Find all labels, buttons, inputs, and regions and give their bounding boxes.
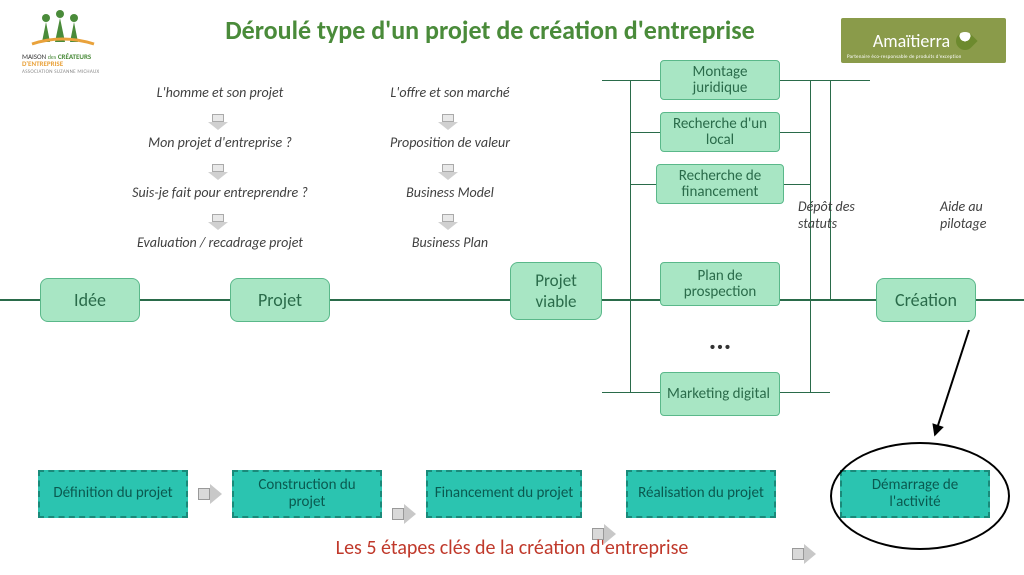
connector <box>780 80 830 81</box>
col2-step-1: Proposition de valeur <box>360 134 540 151</box>
connector <box>780 184 810 185</box>
down-arrow-icon <box>442 164 458 180</box>
stage-creation: Création <box>876 278 976 322</box>
connector <box>830 80 870 81</box>
page-title: Déroulé type d'un projet de création d'e… <box>150 14 830 46</box>
down-arrow-icon <box>212 164 228 180</box>
connector <box>602 80 660 81</box>
connector-v <box>810 80 811 392</box>
parallel-ellipsis: ... <box>660 322 780 357</box>
connector <box>630 132 660 133</box>
col2-step-0: L'offre et son marché <box>360 84 540 101</box>
parallel-marketing: Marketing digital <box>660 372 780 416</box>
down-arrow-icon <box>442 214 458 230</box>
logo-right: Amaïtierra Partenaire éco-responsable de… <box>841 18 1006 63</box>
bottom-step-2: Financement du projet <box>426 470 582 518</box>
parallel-local: Recherche d'un local <box>660 112 780 152</box>
down-arrow-icon <box>442 114 458 130</box>
parallel-montage: Montage juridique <box>660 60 780 100</box>
parallel-prospection: Plan de prospection <box>660 262 780 306</box>
col1-step-3: Evaluation / recadrage projet <box>120 234 320 251</box>
footer-text: Les 5 étapes clés de la création d'entre… <box>0 536 1024 560</box>
annotation-aide: Aide au pilotage <box>940 198 1020 232</box>
annotation-depot: Dépôt des statuts <box>798 198 878 232</box>
bottom-step-0: Définition du projet <box>38 470 188 518</box>
logo-right-sub: Partenaire éco-responsable de produits d… <box>847 54 962 60</box>
leaf-icon <box>952 28 977 53</box>
stage-idee: Idée <box>40 278 140 322</box>
connector-v <box>830 80 831 300</box>
bottom-step-1: Construction du projet <box>232 470 382 518</box>
connector <box>780 392 830 393</box>
connector <box>780 132 810 133</box>
stage-projet: Projet <box>230 278 330 322</box>
logo-right-text: Amaïtierra <box>873 30 950 52</box>
down-arrow-icon <box>212 114 228 130</box>
col2-step-2: Business Model <box>360 184 540 201</box>
highlight-circle <box>830 442 1010 550</box>
col1-step-1: Mon projet d'entreprise ? <box>120 134 320 151</box>
connector-v <box>630 80 631 392</box>
col1-step-2: Suis-je fait pour entreprendre ? <box>110 184 330 201</box>
pointer-arrow-icon <box>934 330 970 435</box>
logo-left: MAISON des CRÉATEURS D'ENTREPRISE ASSOCI… <box>22 8 122 78</box>
down-arrow-icon <box>212 214 228 230</box>
right-arrow-icon <box>198 484 222 504</box>
right-arrow-icon <box>392 504 416 524</box>
connector <box>602 392 660 393</box>
parallel-financement: Recherche de financement <box>656 164 784 204</box>
col2-step-3: Business Plan <box>360 234 540 251</box>
col1-step-0: L'homme et son projet <box>120 84 320 101</box>
logo-left-sub: ASSOCIATION SUZANNE MICHAUX <box>22 69 99 75</box>
stage-projet-viable: Projet viable <box>510 262 602 320</box>
bottom-step-3: Réalisation du projet <box>626 470 776 518</box>
